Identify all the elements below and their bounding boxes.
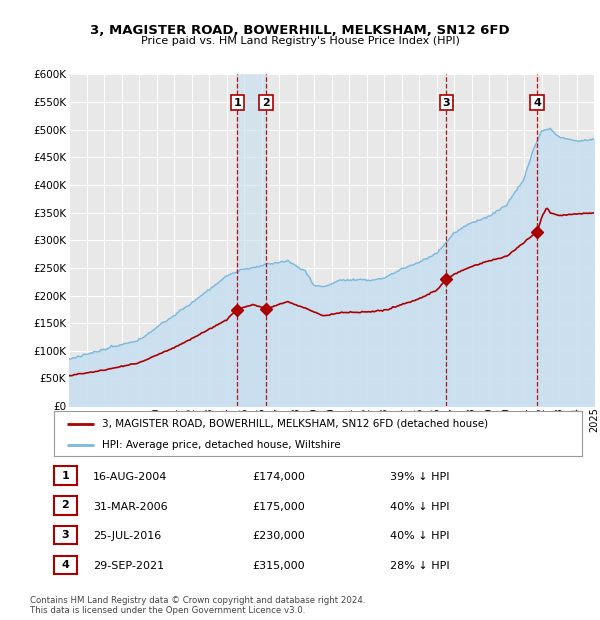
Text: 4: 4 <box>533 97 541 108</box>
Text: 1: 1 <box>233 97 241 108</box>
Text: HPI: Average price, detached house, Wiltshire: HPI: Average price, detached house, Wilt… <box>101 440 340 450</box>
Text: 25-JUL-2016: 25-JUL-2016 <box>93 531 161 541</box>
Text: 4: 4 <box>61 560 70 570</box>
Text: 2: 2 <box>262 97 270 108</box>
Text: £174,000: £174,000 <box>252 472 305 482</box>
Text: 16-AUG-2004: 16-AUG-2004 <box>93 472 167 482</box>
Text: 40% ↓ HPI: 40% ↓ HPI <box>390 531 449 541</box>
Text: 3: 3 <box>443 97 450 108</box>
Text: Contains HM Land Registry data © Crown copyright and database right 2024.
This d: Contains HM Land Registry data © Crown c… <box>30 596 365 615</box>
Text: £230,000: £230,000 <box>252 531 305 541</box>
Text: 31-MAR-2006: 31-MAR-2006 <box>93 502 167 512</box>
Text: 1: 1 <box>62 471 69 480</box>
Text: 3, MAGISTER ROAD, BOWERHILL, MELKSHAM, SN12 6FD: 3, MAGISTER ROAD, BOWERHILL, MELKSHAM, S… <box>90 24 510 37</box>
Text: £175,000: £175,000 <box>252 502 305 512</box>
Text: 28% ↓ HPI: 28% ↓ HPI <box>390 561 449 571</box>
Text: 3, MAGISTER ROAD, BOWERHILL, MELKSHAM, SN12 6FD (detached house): 3, MAGISTER ROAD, BOWERHILL, MELKSHAM, S… <box>101 418 488 428</box>
Text: 40% ↓ HPI: 40% ↓ HPI <box>390 502 449 512</box>
Text: 39% ↓ HPI: 39% ↓ HPI <box>390 472 449 482</box>
Text: 29-SEP-2021: 29-SEP-2021 <box>93 561 164 571</box>
Bar <box>238 74 266 406</box>
Text: Price paid vs. HM Land Registry's House Price Index (HPI): Price paid vs. HM Land Registry's House … <box>140 36 460 46</box>
Text: £315,000: £315,000 <box>252 561 305 571</box>
Text: 2: 2 <box>62 500 69 510</box>
Text: 3: 3 <box>62 530 69 540</box>
